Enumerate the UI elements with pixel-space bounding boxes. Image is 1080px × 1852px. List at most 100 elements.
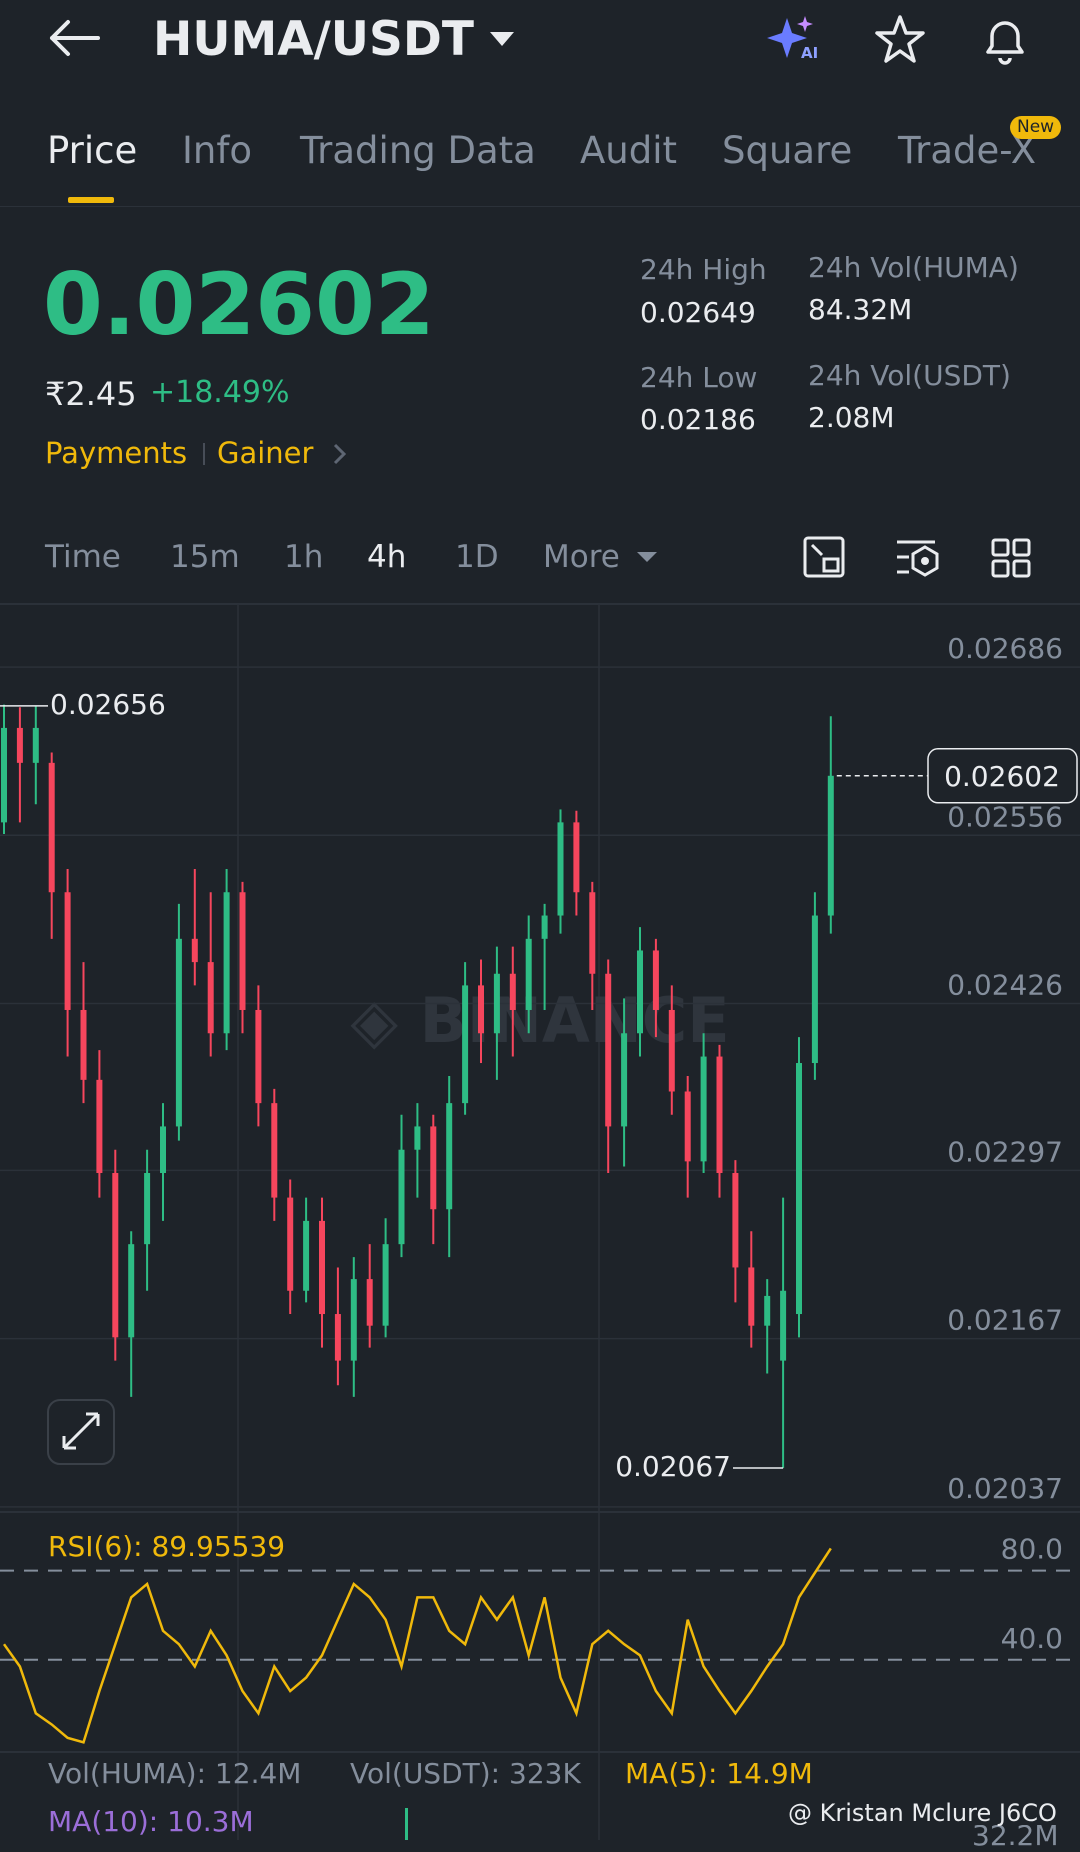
tab[interactable]: Price bbox=[47, 129, 138, 172]
y-tick-label: 0.02426 bbox=[947, 969, 1063, 1002]
layout-icon[interactable] bbox=[990, 537, 1032, 579]
y-tick-label: 80.0 bbox=[1001, 1533, 1063, 1566]
candle-body bbox=[80, 1009, 87, 1080]
candle-body bbox=[827, 775, 834, 916]
candle-body bbox=[780, 1290, 787, 1361]
candle-body bbox=[414, 1126, 421, 1150]
tab[interactable]: Square bbox=[722, 129, 853, 172]
favorite-button[interactable] bbox=[873, 14, 927, 64]
candle-body bbox=[716, 1056, 723, 1174]
interval[interactable]: 1h bbox=[284, 539, 324, 575]
tab[interactable]: Trade-X bbox=[898, 129, 1037, 172]
y-tick-label: 40.0 bbox=[1001, 1622, 1063, 1655]
candle-body bbox=[621, 1033, 628, 1127]
y-tick-label: 0.02556 bbox=[947, 800, 1063, 833]
candle-body bbox=[334, 1314, 341, 1361]
candle-body bbox=[430, 1126, 437, 1210]
candle-body bbox=[541, 915, 548, 939]
pair-dropdown[interactable] bbox=[488, 30, 516, 48]
candle-body bbox=[191, 938, 198, 963]
candle-body bbox=[175, 938, 182, 1127]
y-tick-label: 0.02686 bbox=[947, 632, 1063, 665]
candle-body bbox=[732, 1173, 739, 1268]
candle-body bbox=[303, 1220, 310, 1291]
back-button[interactable] bbox=[48, 18, 102, 58]
stat-label: 24h Vol(HUMA) bbox=[808, 251, 1019, 284]
candle-body bbox=[112, 1173, 119, 1338]
candle-body bbox=[255, 1009, 262, 1104]
stat-value: 2.08M bbox=[808, 401, 895, 434]
candle-body bbox=[525, 938, 532, 1010]
tab[interactable]: Audit bbox=[580, 129, 678, 172]
alert-button[interactable] bbox=[978, 12, 1032, 66]
interval[interactable]: Time bbox=[45, 539, 121, 575]
tab[interactable]: Info bbox=[182, 129, 253, 172]
volume-label: MA(5): 14.9M bbox=[625, 1757, 813, 1790]
candle-body bbox=[1, 727, 7, 823]
candle-body bbox=[796, 1063, 802, 1315]
tag[interactable]: Gainer bbox=[217, 436, 314, 470]
candle-body bbox=[271, 1103, 278, 1198]
candle-body bbox=[811, 915, 818, 1064]
tag[interactable]: Payments bbox=[45, 436, 188, 470]
interval[interactable]: 1D bbox=[455, 539, 499, 575]
candle-body bbox=[700, 1056, 707, 1162]
candle-body bbox=[382, 1244, 389, 1326]
candle-body bbox=[637, 950, 643, 1034]
last-price-box bbox=[927, 748, 1078, 804]
candle-body bbox=[366, 1279, 373, 1326]
svg-text:AI: AI bbox=[801, 44, 818, 62]
divider bbox=[0, 206, 1080, 207]
candle-body bbox=[684, 1091, 691, 1162]
interval[interactable]: 15m bbox=[170, 539, 240, 575]
candle-body bbox=[96, 1079, 103, 1174]
tab-underline bbox=[68, 197, 114, 203]
candle-body bbox=[350, 1279, 357, 1361]
candle-body bbox=[493, 973, 500, 1034]
min-label: 0.02067 bbox=[615, 1450, 731, 1483]
candle-body bbox=[239, 892, 246, 1010]
candle-body bbox=[64, 892, 71, 1010]
candle-body bbox=[398, 1149, 405, 1245]
stat-label: 24h Low bbox=[640, 361, 758, 394]
last-price-label: 0.02602 bbox=[944, 760, 1060, 793]
candle-body bbox=[287, 1197, 294, 1291]
candle-body bbox=[748, 1267, 755, 1326]
stat-label: 24h High bbox=[640, 253, 767, 286]
stat-value: 0.02186 bbox=[640, 403, 756, 436]
stat-label: 24h Vol(USDT) bbox=[808, 359, 1011, 392]
candle-body bbox=[764, 1295, 771, 1326]
candle-body bbox=[652, 950, 659, 1010]
ai-icon[interactable]: AI bbox=[765, 14, 821, 62]
last-price: 0.02602 bbox=[43, 255, 435, 355]
indicator-title: RSI(6): 89.95539 bbox=[48, 1530, 285, 1563]
candle-body bbox=[557, 822, 564, 916]
tag-separator bbox=[203, 443, 205, 465]
candle-body bbox=[160, 1126, 166, 1174]
y-tick-label: 0.02037 bbox=[947, 1472, 1063, 1505]
candle-body bbox=[207, 962, 214, 1034]
candle-body bbox=[223, 892, 230, 1034]
candle-body bbox=[446, 1103, 453, 1210]
indicator-icon[interactable] bbox=[895, 537, 941, 577]
candle-body bbox=[48, 762, 55, 893]
max-label: 0.02656 bbox=[50, 688, 166, 721]
candle-body bbox=[668, 1009, 675, 1092]
stat-value: 0.02649 bbox=[640, 296, 756, 329]
tab[interactable]: Trading Data bbox=[300, 129, 536, 172]
more-dropdown[interactable] bbox=[635, 550, 659, 564]
interval[interactable]: 4h bbox=[367, 539, 407, 575]
price-change: +18.49% bbox=[150, 375, 290, 410]
volume-bar-decor bbox=[405, 1808, 408, 1840]
pair-title[interactable]: HUMA/USDT bbox=[153, 12, 474, 67]
candle-body bbox=[605, 973, 612, 1127]
new-badge: New bbox=[1010, 116, 1062, 139]
local-price: ₹2.45 bbox=[45, 375, 137, 413]
watermark-logo: ◈ BINANCE bbox=[350, 984, 729, 1057]
chart-tool-icon[interactable] bbox=[802, 535, 846, 579]
interval[interactable]: More bbox=[543, 539, 620, 575]
candle-body bbox=[509, 973, 516, 1010]
tag-chevron bbox=[333, 443, 347, 465]
